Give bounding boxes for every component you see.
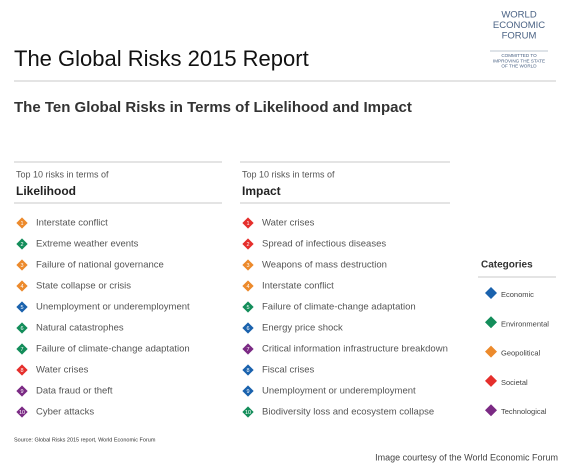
rank-marker (242, 259, 254, 271)
category-label: Geopolitical (501, 349, 541, 358)
risk-label: Weapons of mass destruction (262, 260, 387, 271)
risk-label: Cyber attacks (36, 407, 94, 418)
rank-marker (242, 238, 254, 250)
rank-number: 8 (20, 368, 23, 374)
source: Source: Global Risks 2015 report, World … (14, 437, 156, 443)
risk-label: Failure of climate-change adaptation (36, 344, 190, 355)
logo-tagline: COMMITTED TO (501, 53, 537, 58)
rank-marker (242, 364, 254, 376)
rank-marker (242, 343, 254, 355)
category-label: Economic (501, 290, 534, 299)
risk-label: Data fraud or theft (36, 386, 113, 397)
rank-marker (242, 280, 254, 292)
rank-marker (242, 217, 254, 229)
category-label: Environmental (501, 319, 549, 328)
rank-number: 5 (246, 305, 249, 311)
logo-tagline: OF THE WORLD (501, 64, 537, 69)
risk-label: Failure of climate-change adaptation (262, 302, 416, 313)
legend-title: Categories (481, 260, 533, 271)
risk-label: Extreme weather events (36, 239, 139, 250)
risk-label: Water crises (36, 365, 89, 376)
rank-number: 7 (20, 347, 23, 353)
rank-marker (242, 322, 254, 334)
logo-name: WORLD (501, 10, 537, 21)
logo-name: FORUM (502, 31, 537, 42)
column-heading: Impact (242, 184, 281, 198)
risk-label: Water crises (262, 218, 315, 229)
risk-label: Interstate conflict (262, 281, 334, 292)
risk-label: Biodiversity loss and ecosystem collapse (262, 407, 434, 418)
category-label: Technological (501, 407, 547, 416)
risk-label: Interstate conflict (36, 218, 108, 229)
rank-number: 6 (246, 326, 249, 332)
title: The Global Risks 2015 Report (14, 46, 309, 71)
rank-number: 4 (246, 284, 249, 290)
rank-number: 8 (246, 368, 249, 374)
rank-number: 5 (20, 305, 23, 311)
rank-number: 9 (246, 389, 249, 395)
rank-number: 10 (245, 410, 251, 416)
logo-tagline: IMPROVING THE STATE (493, 58, 545, 63)
category-label: Societal (501, 378, 528, 387)
risk-label: Failure of national governance (36, 260, 164, 271)
column-heading: Likelihood (16, 184, 76, 198)
rank-marker (242, 301, 254, 313)
risk-label: Natural catastrophes (36, 323, 124, 334)
rank-number: 1 (246, 221, 249, 227)
risk-label: State collapse or crisis (36, 281, 131, 292)
rank-number: 6 (20, 326, 23, 332)
rank-number: 3 (246, 263, 249, 269)
column-intro: Top 10 risks in terms of (16, 169, 109, 179)
rank-number: 3 (20, 263, 23, 269)
rank-number: 9 (20, 389, 23, 395)
rank-number: 1 (20, 221, 23, 227)
rank-number: 4 (20, 284, 23, 290)
risk-label: Fiscal crises (262, 365, 315, 376)
rank-number: 10 (19, 410, 25, 416)
risk-label: Unemployment or underemployment (262, 386, 416, 397)
risk-label: Spread of infectious diseases (262, 239, 386, 250)
rank-number: 2 (20, 242, 23, 248)
rank-number: 7 (246, 347, 249, 353)
rank-marker (242, 406, 254, 418)
rank-marker (242, 385, 254, 397)
credit: Image courtesy of the World Economic For… (375, 452, 558, 462)
column-intro: Top 10 risks in terms of (242, 169, 335, 179)
logo-name: ECONOMIC (493, 20, 545, 31)
subtitle: The Ten Global Risks in Terms of Likelih… (14, 99, 412, 116)
risk-label: Energy price shock (262, 323, 343, 334)
rank-number: 2 (246, 242, 249, 248)
risk-label: Critical information infrastructure brea… (262, 344, 448, 355)
risk-label: Unemployment or underemployment (36, 302, 190, 313)
